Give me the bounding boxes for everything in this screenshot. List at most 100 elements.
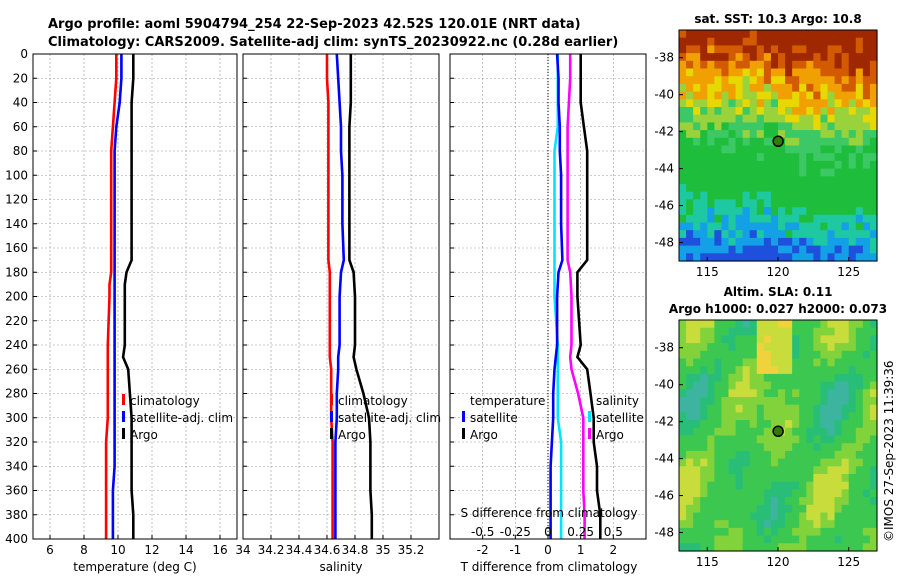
heatmap-cell — [686, 527, 694, 537]
heatmap-cell — [862, 474, 871, 483]
y-tick-label: -42 — [654, 415, 674, 429]
heatmap-cell — [869, 412, 878, 421]
heatmap-cell — [785, 427, 793, 437]
heatmap-cell — [869, 320, 878, 329]
heatmap-cell — [679, 450, 687, 460]
heatmap-cell — [700, 389, 708, 398]
heatmap-cell — [834, 320, 843, 329]
heatmap-cell — [841, 481, 850, 490]
heatmap-cell — [841, 458, 850, 467]
heatmap-cell — [785, 404, 793, 413]
heatmap-cell — [742, 99, 751, 108]
heatmap-cell — [763, 443, 772, 452]
heatmap-cell — [679, 320, 687, 329]
heatmap-cell — [749, 474, 758, 483]
heatmap-cell — [792, 91, 800, 100]
heatmap-cell — [778, 366, 786, 375]
heatmap-cell — [679, 83, 687, 93]
heatmap-cell — [707, 527, 715, 537]
heatmap-cell — [770, 520, 779, 529]
heatmap-cell — [834, 199, 843, 208]
heatmap-cell — [813, 30, 822, 39]
heatmap-cell — [707, 168, 715, 177]
heatmap-cell — [792, 520, 800, 529]
heatmap-cell — [693, 458, 701, 467]
heatmap-cell — [756, 184, 765, 193]
heatmap-cell — [827, 114, 836, 123]
heatmap-cell — [728, 474, 737, 483]
heatmap-cell — [806, 107, 814, 116]
y-tick-label: -48 — [654, 526, 674, 540]
x-tick-label: 10 — [110, 543, 125, 557]
heatmap-cell — [735, 504, 744, 514]
heatmap-cell — [799, 497, 807, 506]
heatmap-cell — [693, 466, 701, 475]
heatmap-cell — [820, 199, 829, 208]
heatmap-cell — [721, 504, 730, 514]
heatmap-cell — [785, 153, 793, 162]
heatmap-cell — [869, 450, 878, 460]
series-line-climatology — [325, 54, 334, 539]
heatmap-cell — [686, 91, 694, 100]
heatmap-cell — [707, 60, 715, 70]
heatmap-cell — [848, 245, 857, 254]
heatmap-cell — [820, 191, 829, 200]
heatmap-cell — [834, 427, 843, 437]
heatmap-cell — [700, 358, 708, 367]
heatmap-cell — [841, 184, 850, 193]
heatmap-cell — [792, 535, 800, 544]
heatmap-cell — [792, 53, 800, 62]
heatmap-cell — [714, 237, 723, 247]
heatmap-cell — [770, 60, 779, 70]
salinity-panel: climatology satellite-adj. clim Argo sal… — [235, 53, 441, 574]
heatmap-cell — [827, 543, 836, 552]
y-tick-label: -46 — [654, 489, 674, 503]
heatmap-cell — [813, 335, 822, 344]
heatmap-cell — [778, 199, 786, 208]
heatmap-cell — [792, 389, 800, 398]
heatmap-cell — [721, 489, 730, 498]
heatmap-cell — [770, 253, 779, 262]
heatmap-cell — [735, 37, 744, 46]
heatmap-cell — [785, 214, 793, 224]
heatmap-cell — [763, 184, 772, 193]
heatmap-cell — [869, 68, 878, 77]
heatmap-cell — [742, 443, 751, 452]
heatmap-cell — [700, 381, 708, 390]
heatmap-cell — [848, 320, 857, 329]
heatmap-cell — [806, 237, 814, 247]
heatmap-cell — [728, 343, 737, 352]
heatmap-cell — [700, 37, 708, 46]
heatmap-cell — [841, 512, 850, 521]
heatmap-cell — [735, 404, 744, 413]
heatmap-cell — [792, 160, 800, 170]
heatmap-cell — [841, 389, 850, 398]
heatmap-cell — [693, 30, 701, 39]
heatmap-cell — [855, 504, 864, 514]
heatmap-cell — [742, 91, 751, 100]
heatmap-cell — [813, 543, 822, 552]
heatmap-cell — [792, 207, 800, 216]
heatmap-cell — [806, 37, 814, 46]
heatmap-cell — [728, 389, 737, 398]
heatmap-cell — [841, 168, 850, 177]
heatmap-cell — [862, 230, 871, 239]
heatmap-cell — [834, 168, 843, 177]
heatmap-cell — [799, 153, 807, 162]
heatmap-cell — [770, 83, 779, 93]
heatmap-cell — [813, 60, 822, 70]
heatmap-cell — [827, 358, 836, 367]
heatmap-cell — [756, 350, 765, 360]
heatmap-cell — [749, 253, 758, 262]
heatmap-cell — [855, 320, 864, 329]
heatmap-cell — [827, 176, 836, 185]
heatmap-cell — [785, 253, 793, 262]
heatmap-cell — [686, 389, 694, 398]
heatmap-cell — [855, 435, 864, 444]
heatmap-cell — [841, 230, 850, 239]
heatmap-cell — [855, 489, 864, 498]
heatmap-cell — [792, 343, 800, 352]
heatmap-cell — [855, 145, 864, 154]
heatmap-cell — [707, 343, 715, 352]
heatmap-cell — [806, 76, 814, 85]
